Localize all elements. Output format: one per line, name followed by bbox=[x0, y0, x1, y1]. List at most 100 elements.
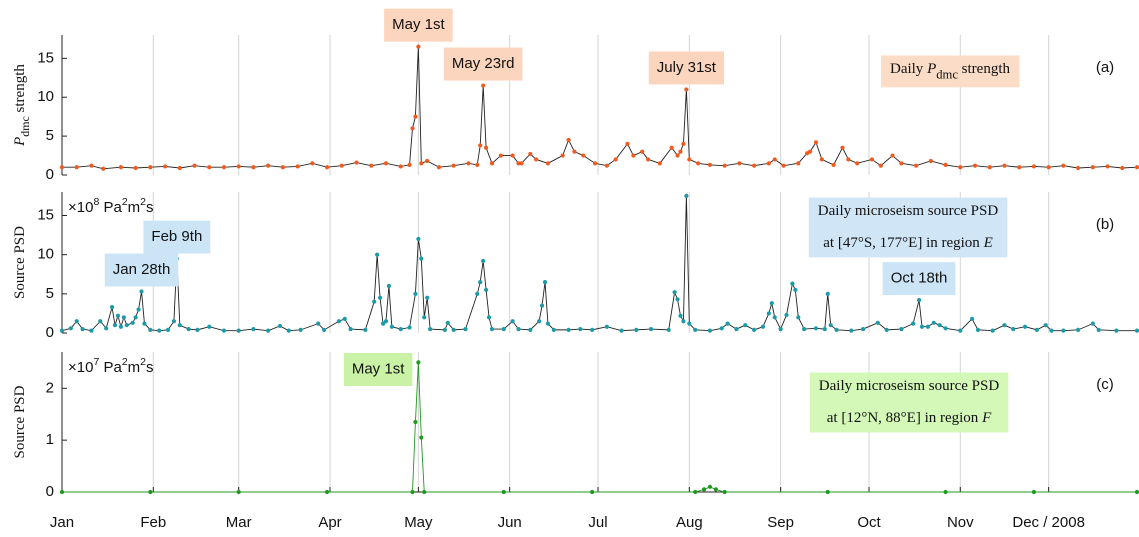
data-point bbox=[625, 141, 630, 146]
data-point bbox=[207, 324, 212, 329]
data-point bbox=[828, 323, 833, 328]
data-point bbox=[669, 145, 674, 150]
y-tick-label: 0 bbox=[46, 483, 54, 500]
data-point bbox=[822, 326, 827, 332]
panel-label: (b) bbox=[1096, 216, 1114, 233]
data-point bbox=[1090, 321, 1095, 326]
data-point bbox=[519, 161, 524, 166]
data-point bbox=[572, 149, 577, 154]
text-part: ×10 bbox=[68, 199, 93, 216]
data-point bbox=[969, 316, 975, 321]
x-tick-label: Jun bbox=[498, 514, 522, 531]
data-point bbox=[475, 291, 480, 296]
y-tick-label: 5 bbox=[46, 285, 54, 302]
data-point bbox=[849, 328, 854, 333]
data-point bbox=[221, 328, 227, 333]
data-point bbox=[752, 327, 757, 332]
data-point bbox=[634, 327, 639, 332]
data-point bbox=[725, 321, 730, 326]
data-point bbox=[831, 162, 836, 167]
data-point bbox=[666, 327, 671, 332]
data-point bbox=[383, 319, 389, 324]
data-point bbox=[1017, 165, 1022, 170]
data-point bbox=[148, 165, 153, 170]
data-point bbox=[743, 323, 748, 328]
data-point bbox=[1061, 163, 1066, 168]
data-point bbox=[410, 126, 415, 131]
data-point bbox=[68, 326, 73, 331]
data-point bbox=[631, 153, 636, 158]
data-point bbox=[696, 161, 701, 166]
data-point bbox=[74, 319, 79, 324]
x-tick-label: Apr bbox=[318, 514, 341, 531]
data-point bbox=[104, 326, 109, 331]
data-point bbox=[619, 328, 624, 333]
data-point bbox=[778, 326, 783, 332]
data-point bbox=[819, 157, 824, 162]
data-point bbox=[416, 44, 421, 49]
data-point bbox=[590, 489, 595, 495]
data-point bbox=[899, 161, 904, 166]
y-axis-label: Source PSD bbox=[12, 226, 28, 299]
info-box-bg bbox=[808, 197, 1008, 258]
data-point bbox=[681, 319, 686, 324]
info-box-bg bbox=[809, 372, 1009, 433]
data-point bbox=[1031, 164, 1037, 169]
data-point bbox=[280, 165, 285, 170]
data-point bbox=[118, 165, 124, 170]
data-point bbox=[681, 141, 686, 146]
text-part: 2 bbox=[140, 356, 146, 368]
data-point bbox=[678, 149, 683, 154]
data-point bbox=[684, 87, 689, 92]
data-point bbox=[510, 319, 515, 324]
annotation: May 1st bbox=[384, 8, 453, 42]
data-point bbox=[645, 157, 651, 162]
data-point bbox=[221, 165, 227, 170]
y-tick-label: 0 bbox=[46, 166, 54, 183]
data-point bbox=[419, 161, 424, 166]
data-point bbox=[943, 489, 948, 495]
annotation-text: Oct 18th bbox=[891, 270, 948, 287]
text-part: F bbox=[981, 410, 992, 426]
data-point bbox=[975, 327, 981, 332]
annotation-bg bbox=[648, 51, 724, 85]
annotation-text: May 23rd bbox=[452, 55, 515, 72]
data-point bbox=[1022, 324, 1028, 329]
data-point bbox=[363, 327, 368, 332]
data-point bbox=[737, 161, 742, 166]
data-point bbox=[846, 157, 851, 162]
annotation-bg bbox=[443, 47, 523, 81]
unit-label: ×107 Pa2m2s bbox=[68, 356, 154, 376]
data-point bbox=[919, 324, 925, 329]
data-point bbox=[80, 326, 85, 332]
data-point bbox=[707, 484, 713, 489]
text-part: m bbox=[128, 199, 141, 216]
data-point bbox=[581, 153, 586, 158]
text-part: Source PSD bbox=[12, 226, 28, 299]
y-tick-label: 1 bbox=[46, 431, 54, 448]
data-point bbox=[551, 327, 556, 332]
panel-label: (c) bbox=[1096, 376, 1114, 393]
data-point bbox=[510, 153, 515, 158]
y-tick-label: 5 bbox=[46, 127, 54, 144]
data-point bbox=[578, 326, 583, 332]
data-point bbox=[537, 319, 542, 324]
data-point bbox=[542, 279, 548, 285]
data-point bbox=[1096, 327, 1101, 332]
data-point bbox=[772, 315, 777, 320]
data-point bbox=[251, 326, 256, 332]
data-point bbox=[899, 326, 904, 332]
data-point bbox=[802, 326, 807, 332]
text-part: m bbox=[128, 359, 141, 376]
data-point bbox=[1011, 326, 1016, 332]
y-tick-label: 15 bbox=[37, 49, 54, 66]
data-point bbox=[958, 165, 963, 170]
data-point bbox=[236, 164, 241, 169]
data-point bbox=[884, 327, 889, 332]
data-point bbox=[1031, 489, 1037, 495]
data-point bbox=[445, 320, 450, 325]
data-point bbox=[121, 315, 126, 320]
data-point bbox=[451, 327, 456, 332]
data-point bbox=[177, 323, 182, 328]
data-point bbox=[186, 326, 191, 332]
